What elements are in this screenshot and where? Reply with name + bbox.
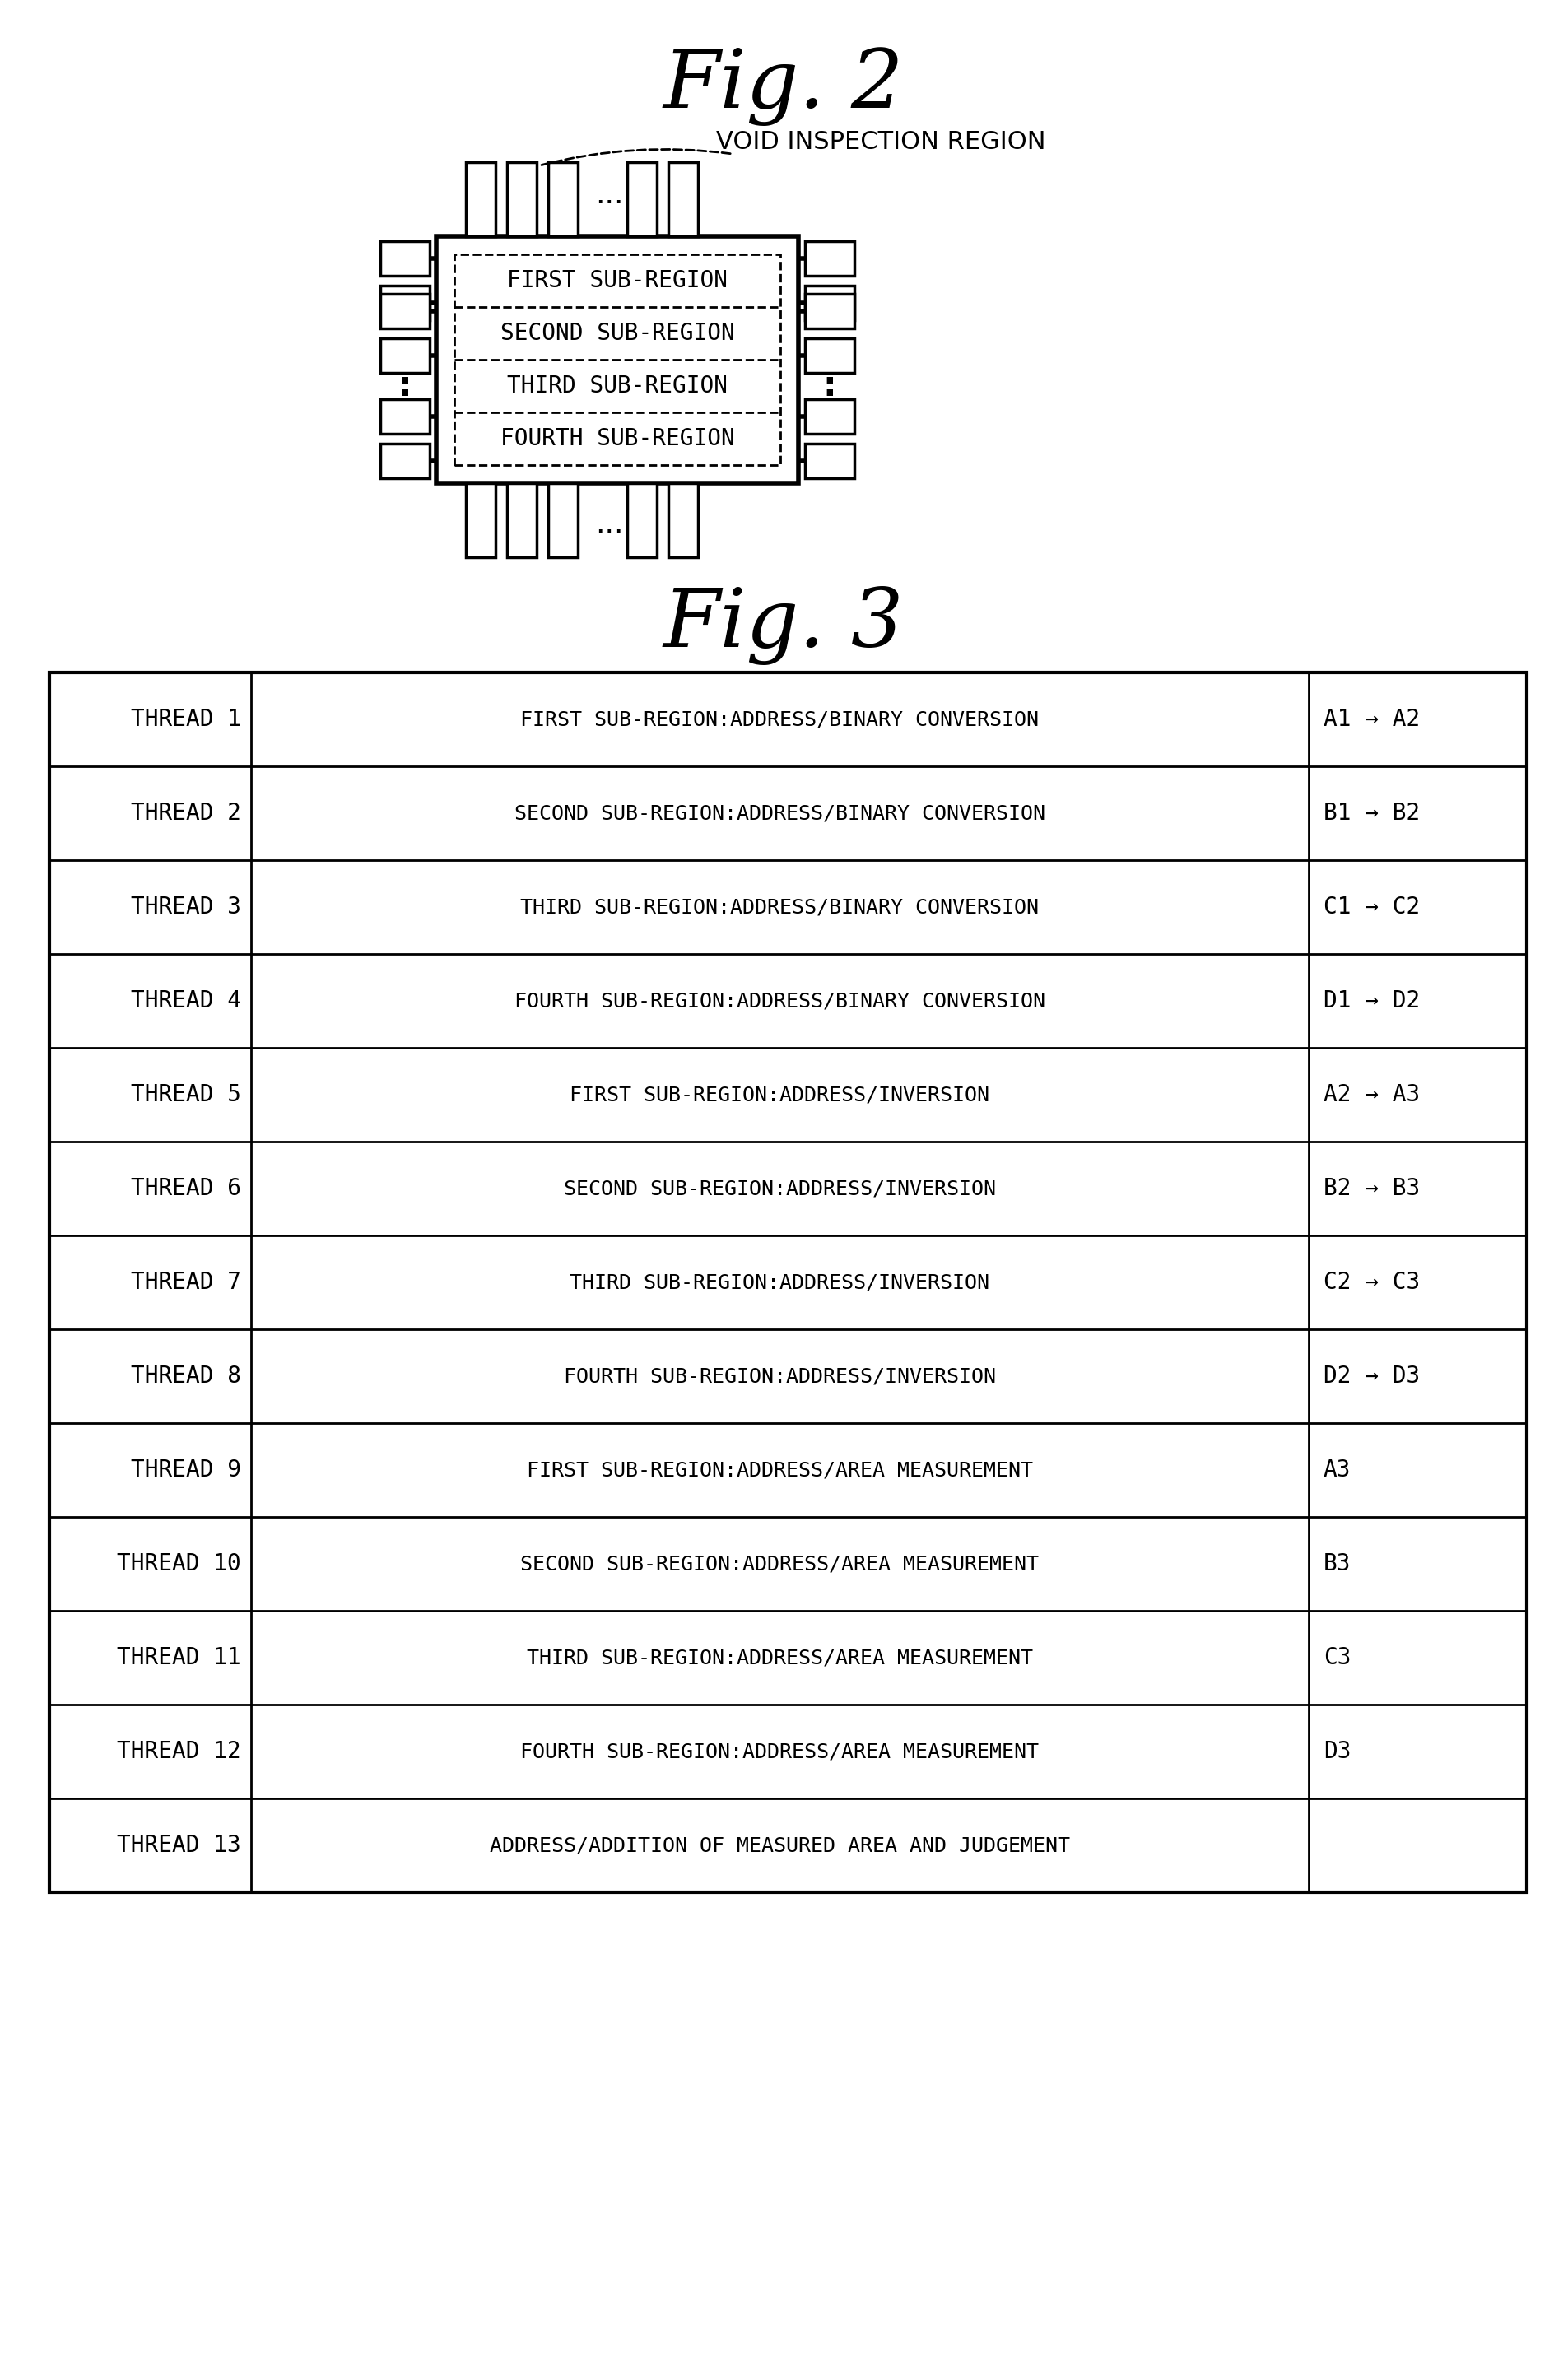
Text: THREAD 13: THREAD 13 [118,1833,241,1857]
Text: FIRST SUB-REGION:ADDRESS/INVERSION: FIRST SUB-REGION:ADDRESS/INVERSION [571,1085,989,1103]
Text: C2 → C3: C2 → C3 [1323,1272,1421,1293]
Text: ...: ... [594,180,624,208]
Text: A2 → A3: A2 → A3 [1323,1082,1421,1106]
Bar [381,339,430,372]
Text: THREAD 10: THREAD 10 [118,1553,241,1575]
Text: :: : [823,369,836,403]
Bar [804,294,855,329]
Text: C3: C3 [1323,1646,1352,1669]
Text: B3: B3 [1323,1553,1352,1575]
Bar [381,242,430,275]
Text: THIRD SUB-REGION:ADDRESS/INVERSION: THIRD SUB-REGION:ADDRESS/INVERSION [571,1272,989,1293]
Text: FOURTH SUB-REGION: FOURTH SUB-REGION [500,426,734,450]
Text: THREAD 5: THREAD 5 [130,1082,241,1106]
Text: Fig. 2: Fig. 2 [663,47,905,126]
Text: THREAD 1: THREAD 1 [130,708,241,732]
Bar [549,161,579,237]
Text: THREAD 8: THREAD 8 [130,1364,241,1388]
Text: FIRST SUB-REGION:ADDRESS/BINARY CONVERSION: FIRST SUB-REGION:ADDRESS/BINARY CONVERSI… [521,710,1040,729]
Bar [627,483,657,556]
Text: THIRD SUB-REGION: THIRD SUB-REGION [506,374,728,398]
Bar [627,161,657,237]
Text: THREAD 6: THREAD 6 [130,1177,241,1201]
Text: B1 → B2: B1 → B2 [1323,803,1421,824]
Text: SECOND SUB-REGION:ADDRESS/AREA MEASUREMENT: SECOND SUB-REGION:ADDRESS/AREA MEASUREME… [521,1553,1040,1575]
Bar [466,483,495,556]
Text: THREAD 12: THREAD 12 [118,1740,241,1764]
Bar [804,242,855,275]
Text: SECOND SUB-REGION:ADDRESS/BINARY CONVERSION: SECOND SUB-REGION:ADDRESS/BINARY CONVERS… [514,803,1046,824]
Bar [381,443,430,478]
Text: D1 → D2: D1 → D2 [1323,990,1421,1014]
Bar [436,237,798,483]
Text: B2 → B3: B2 → B3 [1323,1177,1421,1201]
Text: THREAD 3: THREAD 3 [130,895,241,919]
Text: THREAD 7: THREAD 7 [130,1272,241,1293]
Text: THIRD SUB-REGION:ADDRESS/BINARY CONVERSION: THIRD SUB-REGION:ADDRESS/BINARY CONVERSI… [521,897,1040,916]
Bar [381,400,430,433]
Bar [506,161,536,237]
Text: Fig. 3: Fig. 3 [663,585,905,665]
Bar [549,483,579,556]
Text: FOURTH SUB-REGION:ADDRESS/BINARY CONVERSION: FOURTH SUB-REGION:ADDRESS/BINARY CONVERS… [514,990,1046,1011]
Bar [804,443,855,478]
Text: ADDRESS/ADDITION OF MEASURED AREA AND JUDGEMENT: ADDRESS/ADDITION OF MEASURED AREA AND JU… [489,1835,1069,1854]
Text: A3: A3 [1323,1459,1352,1482]
Text: A1 → A2: A1 → A2 [1323,708,1421,732]
Text: VOID INSPECTION REGION: VOID INSPECTION REGION [717,130,1046,154]
Text: D2 → D3: D2 → D3 [1323,1364,1421,1388]
Bar [455,253,781,464]
Text: SECOND SUB-REGION:ADDRESS/INVERSION: SECOND SUB-REGION:ADDRESS/INVERSION [564,1179,996,1198]
Bar [381,294,430,329]
Bar [804,287,855,320]
Text: FOURTH SUB-REGION:ADDRESS/AREA MEASUREMENT: FOURTH SUB-REGION:ADDRESS/AREA MEASUREME… [521,1740,1040,1762]
Text: D3: D3 [1323,1740,1352,1764]
Text: FOURTH SUB-REGION:ADDRESS/INVERSION: FOURTH SUB-REGION:ADDRESS/INVERSION [564,1366,996,1385]
Text: THREAD 9: THREAD 9 [130,1459,241,1482]
Bar [506,483,536,556]
Text: FIRST SUB-REGION:ADDRESS/AREA MEASUREMENT: FIRST SUB-REGION:ADDRESS/AREA MEASUREMEN… [527,1461,1033,1480]
Text: THIRD SUB-REGION:ADDRESS/AREA MEASUREMENT: THIRD SUB-REGION:ADDRESS/AREA MEASUREMEN… [527,1648,1033,1667]
Bar [49,673,1527,1892]
Bar [381,287,430,320]
Bar [668,161,698,237]
Bar [804,339,855,372]
Bar [804,400,855,433]
Text: THREAD 4: THREAD 4 [130,990,241,1014]
Text: FIRST SUB-REGION: FIRST SUB-REGION [506,270,728,291]
Text: :: : [398,369,412,403]
Text: C1 → C2: C1 → C2 [1323,895,1421,919]
Text: THREAD 11: THREAD 11 [118,1646,241,1669]
Bar [466,161,495,237]
Text: THREAD 2: THREAD 2 [130,803,241,824]
Text: ...: ... [594,511,624,538]
Text: SECOND SUB-REGION: SECOND SUB-REGION [500,322,734,346]
Bar [668,483,698,556]
